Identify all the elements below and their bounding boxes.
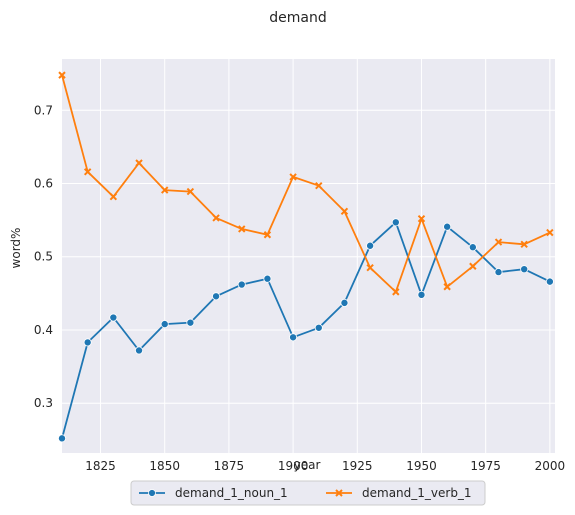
grid-lines <box>62 59 555 453</box>
data-point <box>468 243 477 252</box>
series-demand_1_verb_1 <box>58 71 554 296</box>
data-point <box>263 274 272 283</box>
data-point <box>212 214 220 222</box>
data-point <box>443 222 452 231</box>
x-tick-label: 1900 <box>278 459 309 473</box>
data-point <box>186 318 195 327</box>
x-tick-label: 1875 <box>214 459 245 473</box>
data-point <box>238 225 246 233</box>
legend-verb-marker <box>335 489 343 497</box>
data-point <box>520 265 529 274</box>
data-point <box>160 320 169 329</box>
data-point <box>83 338 92 347</box>
series-line <box>61 74 551 293</box>
data-point <box>494 238 503 246</box>
data-point <box>546 228 554 237</box>
data-point <box>366 264 374 272</box>
data-point <box>520 240 528 248</box>
x-tick-label: 2000 <box>535 459 566 473</box>
data-point <box>494 268 503 277</box>
plot-area <box>62 59 555 453</box>
data-point <box>417 290 426 299</box>
x-tick-label: 1975 <box>470 459 501 473</box>
data-point <box>109 313 118 322</box>
data-point <box>212 292 221 301</box>
series-line <box>61 221 551 439</box>
y-tick-label: 0.3 <box>34 396 53 410</box>
data-point <box>83 168 92 176</box>
chart-title: demand <box>269 10 326 26</box>
data-point <box>314 323 323 332</box>
data-point <box>443 283 451 291</box>
x-tick-labels: 1825 1850 1875 1900 1925 1950 1975 2000 <box>85 459 565 473</box>
data-point <box>289 173 297 181</box>
legend-noun-marker <box>148 489 156 497</box>
data-point <box>135 346 144 355</box>
data-point <box>392 288 400 296</box>
x-tick-label: 1925 <box>342 459 373 473</box>
data-point <box>58 71 66 79</box>
data-point <box>58 434 67 443</box>
data-point <box>391 218 400 227</box>
data-point <box>109 192 118 201</box>
data-point <box>545 277 554 286</box>
x-tick-label: 1950 <box>406 459 437 473</box>
legend-box <box>130 480 486 506</box>
legend: demand_1_noun_1 demand_1_verb_1 <box>130 480 486 506</box>
data-point <box>186 187 195 196</box>
data-point <box>315 181 323 190</box>
legend-verb-label: demand_1_verb_1 <box>362 486 472 500</box>
legend-noun-label: demand_1_noun_1 <box>175 486 288 500</box>
series-layer <box>58 71 554 443</box>
data-point <box>340 298 349 307</box>
data-point <box>263 231 272 239</box>
x-axis-label: year <box>294 458 321 472</box>
data-point <box>469 262 477 270</box>
series-demand_1_noun_1 <box>58 218 554 443</box>
y-tick-labels: 0.3 0.4 0.5 0.6 0.7 <box>34 103 53 410</box>
data-point <box>366 241 375 250</box>
data-point <box>161 186 169 194</box>
data-point <box>135 159 143 167</box>
y-tick-label: 0.6 <box>34 176 53 190</box>
y-tick-label: 0.7 <box>34 103 53 117</box>
x-tick-label: 1825 <box>85 459 116 473</box>
data-point <box>340 207 349 216</box>
data-point <box>417 214 426 223</box>
y-tick-label: 0.4 <box>34 323 53 337</box>
x-tick-label: 1850 <box>149 459 180 473</box>
data-point <box>289 333 298 342</box>
y-axis-label: word% <box>9 228 23 269</box>
data-point <box>237 280 246 289</box>
y-tick-label: 0.5 <box>34 250 53 264</box>
